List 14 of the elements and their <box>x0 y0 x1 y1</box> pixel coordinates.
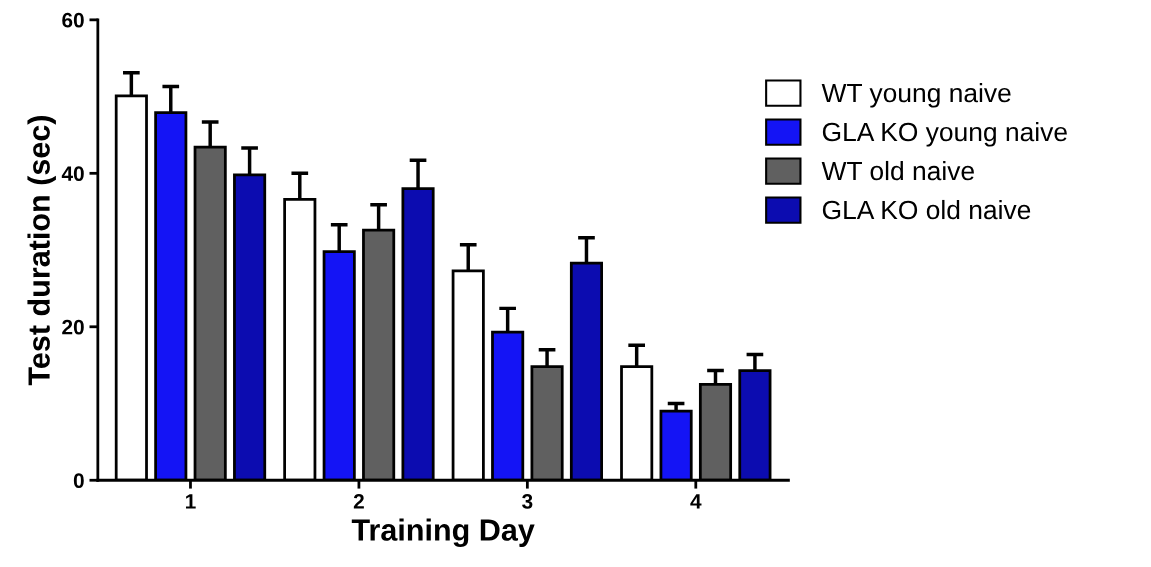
y-axis-title: Test duration (sec) <box>27 116 56 386</box>
y-tick-label: 0 <box>73 473 84 488</box>
y-tick-label: 40 <box>61 166 84 182</box>
y-tick-label: 20 <box>62 319 84 335</box>
legend-label: WT old naive <box>821 160 974 181</box>
x-tick-label: 2 <box>353 493 364 509</box>
legend-label: GLA KO old naive <box>822 199 1031 220</box>
legend-label: GLA KO young naive <box>822 121 1067 147</box>
x-axis-title: Training Day <box>351 518 535 548</box>
x-tick-label: 4 <box>690 494 702 509</box>
x-tick-label: 3 <box>522 493 533 509</box>
y-tick-label: 60 <box>62 12 84 28</box>
legend-label: WT young naive <box>821 82 1011 108</box>
x-tick-label: 1 <box>186 494 196 509</box>
